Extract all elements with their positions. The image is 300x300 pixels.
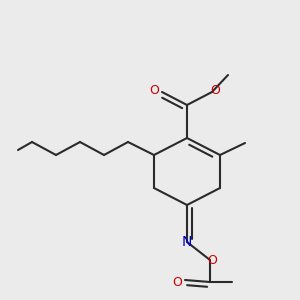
Text: O: O [149,83,159,97]
Text: O: O [172,277,182,290]
Text: N: N [182,235,192,249]
Text: O: O [207,254,217,266]
Text: O: O [210,85,220,98]
